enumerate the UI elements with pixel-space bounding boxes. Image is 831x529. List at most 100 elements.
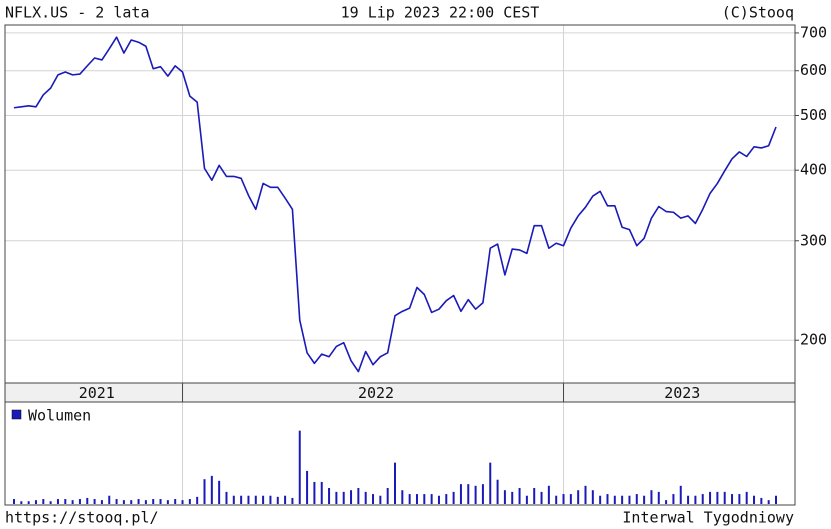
volume-bar: [130, 500, 133, 504]
volume-bar: [474, 485, 477, 504]
volume-bar: [518, 488, 521, 504]
volume-bar: [20, 501, 23, 504]
footer-link[interactable]: https://stooq.pl/: [5, 509, 159, 527]
volume-bar: [489, 462, 492, 504]
volume-bar: [753, 495, 756, 504]
volume-bar: [452, 491, 455, 504]
y-tick-label: 400: [800, 161, 827, 179]
volume-bar: [342, 491, 345, 504]
volume-bar: [459, 484, 462, 504]
volume-bar: [122, 500, 125, 504]
volume-bar: [298, 430, 301, 504]
year-label: 2021: [79, 384, 115, 402]
volume-bar: [350, 490, 353, 504]
volume-bar: [152, 499, 155, 504]
volume-bar: [78, 499, 81, 504]
volume-bar: [357, 488, 360, 504]
volume-bar: [27, 501, 30, 504]
volume-bar: [540, 491, 543, 504]
volume-bar: [569, 494, 572, 504]
volume-bar: [430, 494, 433, 504]
volume-bar: [628, 495, 631, 504]
volume-bar: [56, 499, 59, 504]
volume-bar: [174, 499, 177, 504]
volume-bar: [716, 491, 719, 504]
volume-bar: [401, 490, 404, 504]
y-tick-label: 300: [800, 231, 827, 249]
volume-bar: [269, 495, 272, 504]
volume-bar: [650, 490, 653, 504]
volume-bar: [547, 485, 550, 504]
volume-bar: [701, 494, 704, 504]
volume-bar: [64, 499, 67, 504]
volume-bar: [760, 497, 763, 504]
volume-bar: [276, 496, 279, 504]
volume-bar: [496, 479, 499, 504]
volume-bar: [511, 491, 514, 504]
volume-bar: [196, 496, 199, 504]
legend-label: Wolumen: [28, 407, 91, 425]
volume-bar: [262, 495, 265, 504]
volume-bar: [694, 495, 697, 504]
year-label: 2023: [664, 384, 700, 402]
frame: [4, 24, 796, 506]
volume-bar: [13, 499, 15, 504]
volume-bar: [525, 495, 528, 504]
volume-bar: [284, 495, 287, 504]
volume-bar: [408, 494, 411, 504]
legend-swatch: [11, 409, 22, 420]
volume-bar: [159, 499, 162, 504]
volume-bar: [100, 500, 103, 504]
volume-bar: [247, 495, 250, 504]
volume-bar: [415, 494, 418, 504]
y-tick-label: 700: [800, 23, 827, 41]
volume-bar: [166, 500, 169, 504]
year-label: 2022: [358, 384, 394, 402]
interval: Interwal Tygodniowy: [622, 509, 794, 527]
volume-bar: [679, 485, 682, 504]
date: 19 Lip 2023 22:00 CEST: [341, 4, 540, 22]
volume-bar: [181, 500, 184, 504]
price-line: [13, 36, 777, 373]
volume-bar: [423, 494, 426, 504]
volume-bar: [555, 495, 558, 504]
volume-bar: [218, 480, 221, 504]
volume-bar: [313, 481, 316, 504]
volume-bar: [481, 484, 484, 504]
volume-bar: [137, 499, 140, 504]
volume-bar: [445, 494, 448, 504]
volume-bar: [635, 494, 638, 504]
volume-bar: [562, 494, 565, 504]
volume-bar: [225, 491, 228, 504]
source: (C)Stooq: [722, 4, 794, 22]
volume-bar: [379, 495, 382, 504]
chart-title: NFLX.US - 2 lata: [5, 4, 150, 22]
volume-bar: [42, 499, 45, 504]
volume-bar: [335, 491, 338, 504]
volume-bar: [643, 495, 646, 504]
volume-bar: [731, 494, 734, 504]
volume-bar: [665, 500, 668, 504]
volume-bar: [738, 494, 741, 504]
volume-bar: [709, 491, 712, 504]
volume-bar: [49, 501, 52, 504]
y-tick-label: 500: [800, 106, 827, 124]
volume-bar: [577, 490, 580, 504]
volume-bar: [386, 488, 389, 504]
volume-bar: [745, 491, 748, 504]
volume-bar: [723, 491, 726, 504]
volume-bar: [394, 462, 396, 504]
volume-bar: [86, 497, 89, 504]
volume-bar: [599, 495, 602, 504]
volume-bar: [210, 475, 213, 504]
volume-bar: [320, 481, 323, 504]
volume-bar: [372, 494, 375, 504]
volume-bar: [188, 499, 191, 504]
volume-bar: [606, 494, 609, 504]
volume-bar: [328, 488, 331, 504]
volume-bar: [672, 494, 675, 504]
volume-bar: [254, 495, 257, 504]
volume-bar: [34, 500, 37, 504]
